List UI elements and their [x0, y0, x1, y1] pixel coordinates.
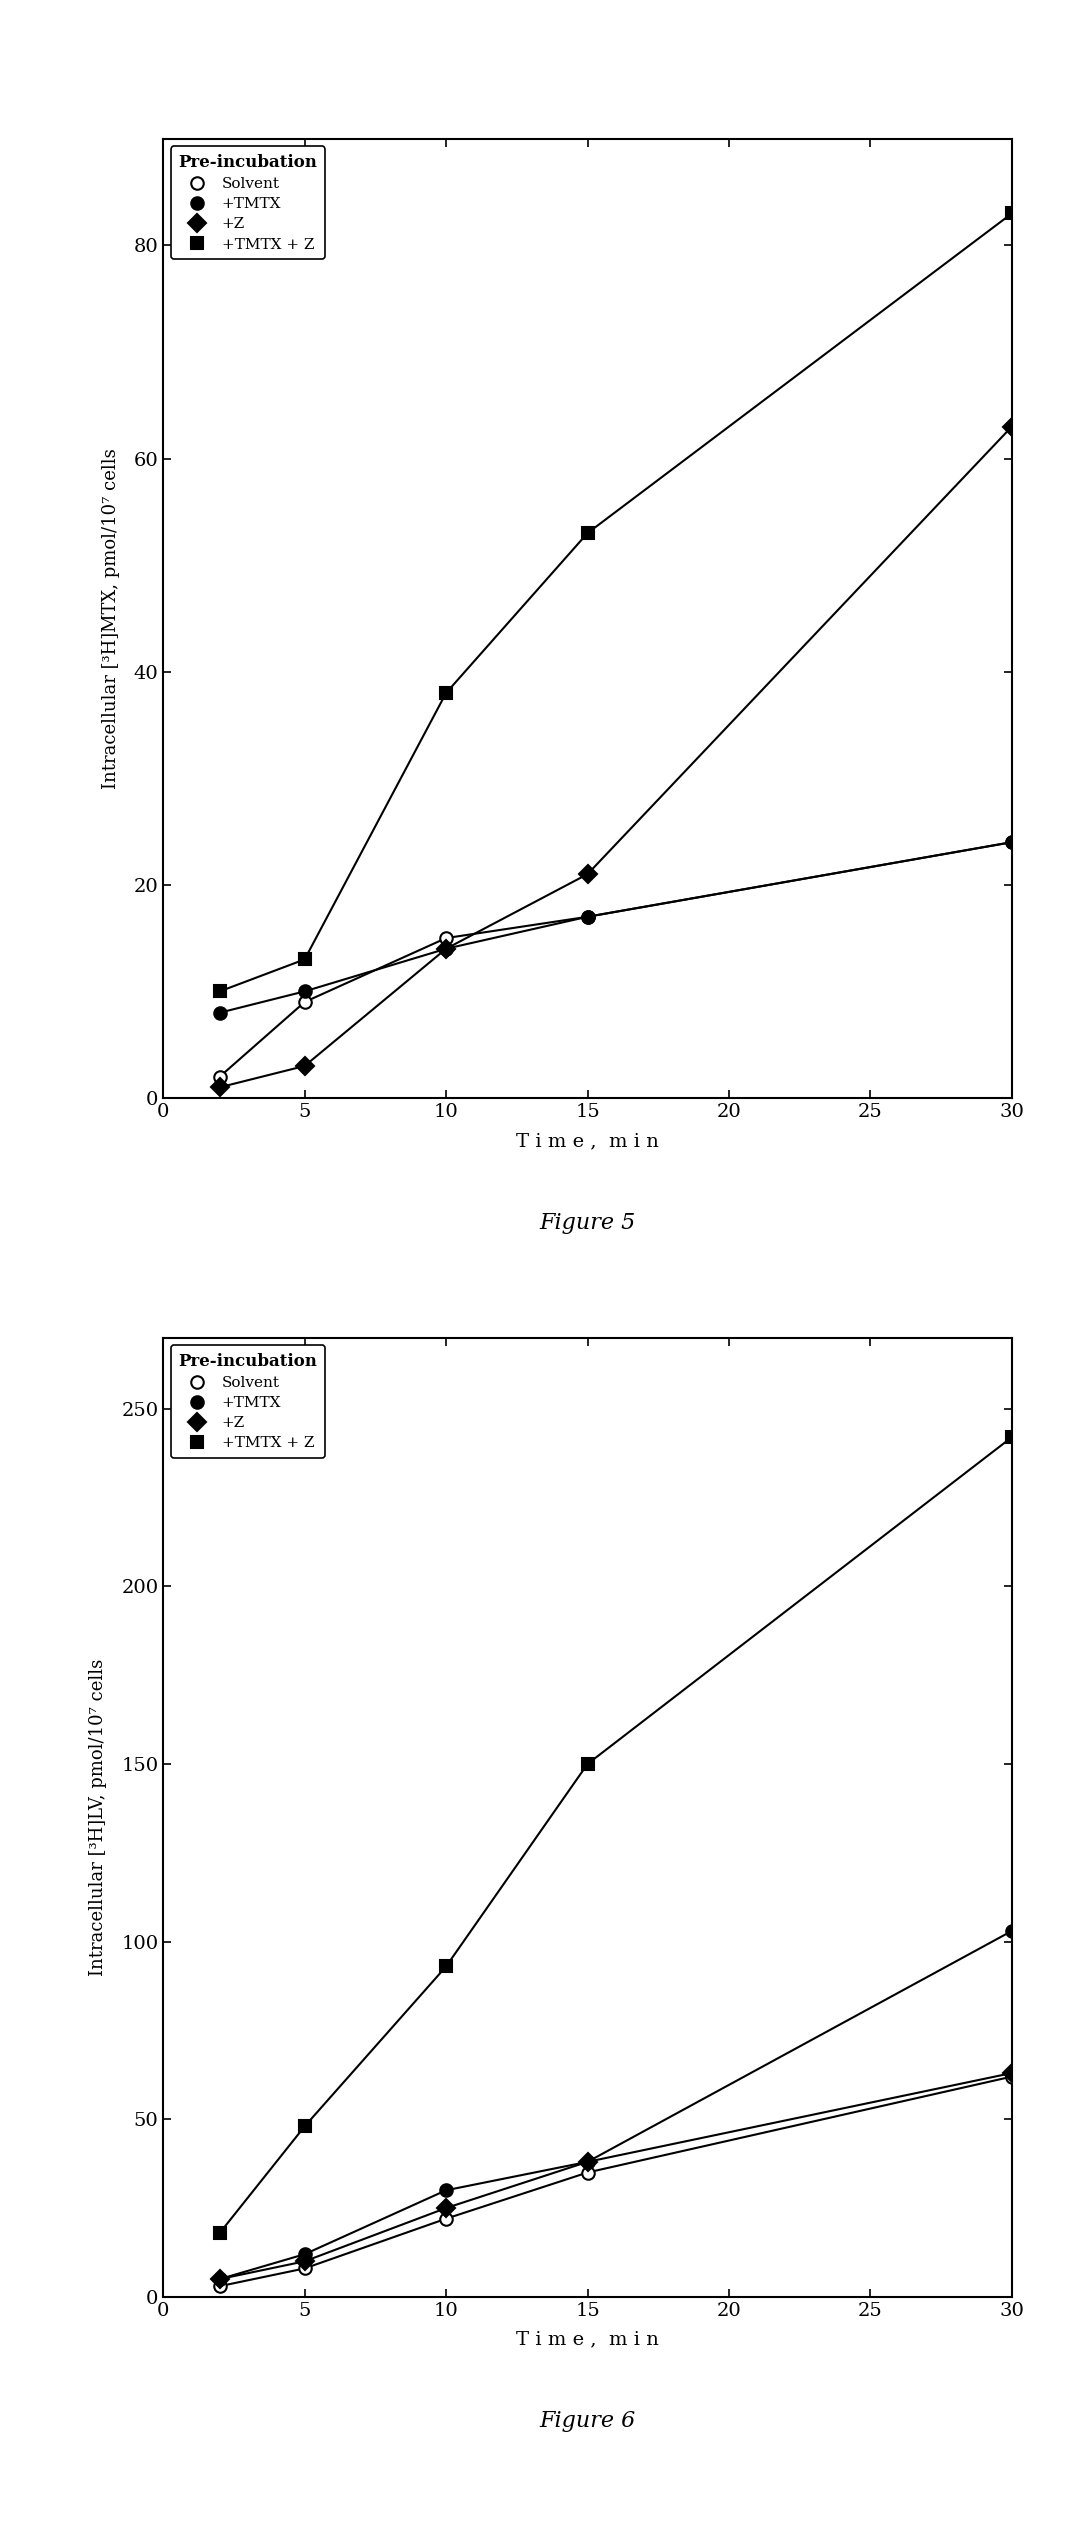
Legend: Solvent, +TMTX, +Z, +TMTX + Z: Solvent, +TMTX, +Z, +TMTX + Z [171, 1345, 325, 1459]
Y-axis label: Intracellular [³H]LV, pmol/10⁷ cells: Intracellular [³H]LV, pmol/10⁷ cells [89, 1658, 108, 1976]
Y-axis label: Intracellular [³H]MTX, pmol/10⁷ cells: Intracellular [³H]MTX, pmol/10⁷ cells [101, 447, 120, 790]
X-axis label: T i m e ,  m i n: T i m e , m i n [516, 2330, 659, 2350]
X-axis label: T i m e ,  m i n: T i m e , m i n [516, 1131, 659, 1151]
Legend: Solvent, +TMTX, +Z, +TMTX + Z: Solvent, +TMTX, +Z, +TMTX + Z [171, 146, 325, 260]
Text: Figure 6: Figure 6 [540, 2410, 635, 2433]
Text: Figure 5: Figure 5 [540, 1212, 635, 1234]
